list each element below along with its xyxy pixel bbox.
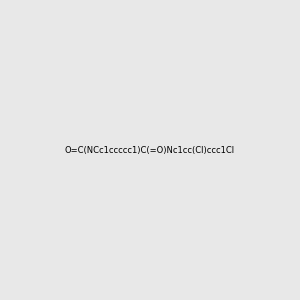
Text: O=C(NCc1ccccc1)C(=O)Nc1cc(Cl)ccc1Cl: O=C(NCc1ccccc1)C(=O)Nc1cc(Cl)ccc1Cl [65, 146, 235, 154]
